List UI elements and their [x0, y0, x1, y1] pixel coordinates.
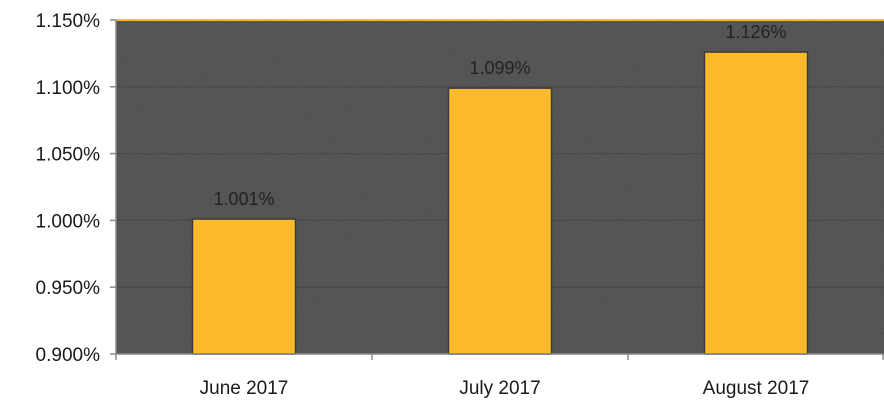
y-tick-label: 1.050% — [36, 145, 101, 166]
bar — [191, 218, 297, 355]
bar — [703, 51, 809, 355]
data-label: 1.126% — [725, 22, 786, 42]
data-label: 1.001% — [213, 189, 274, 209]
y-tick-label: 1.000% — [36, 211, 101, 232]
x-tick-label: July 2017 — [459, 378, 540, 399]
x-tick-label: June 2017 — [200, 378, 289, 399]
y-axis: 0.900% 0.950% 1.000% 1.050% 1.100% 1.150% — [36, 11, 117, 366]
y-tick-label: 1.150% — [36, 11, 101, 32]
bar — [447, 87, 553, 355]
data-labels: 1.001% 1.099% 1.126% — [213, 22, 786, 209]
x-tick-label: August 2017 — [703, 378, 810, 399]
y-tick-label: 0.900% — [36, 345, 101, 366]
y-tick-label: 1.100% — [36, 78, 101, 99]
data-label: 1.099% — [469, 58, 530, 78]
bars — [191, 51, 809, 355]
x-axis: June 2017 July 2017 August 2017 — [115, 353, 884, 399]
y-tick-label: 0.950% — [36, 278, 101, 299]
